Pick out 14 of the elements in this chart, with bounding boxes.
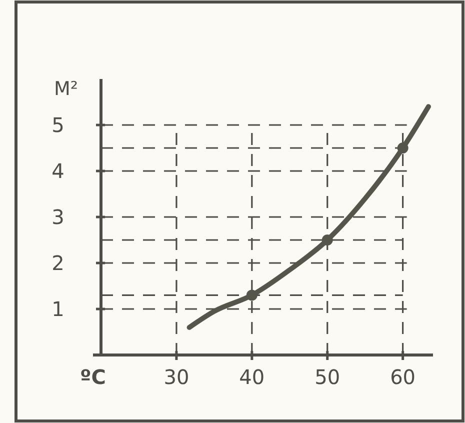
- y-tick-label: 1: [52, 297, 64, 321]
- y-tick-label: 5: [52, 113, 64, 137]
- x-tick-label: 60: [390, 365, 416, 389]
- x-tick-label: 40: [239, 365, 265, 389]
- point: [322, 234, 333, 246]
- x-axis-title: ºC: [80, 365, 106, 389]
- point: [397, 142, 408, 154]
- y-tick-label: 3: [52, 205, 64, 229]
- x-tick-label: 50: [314, 365, 340, 389]
- point: [246, 290, 258, 301]
- x-tick-label: 30: [164, 365, 190, 389]
- y-tick-label: 4: [52, 159, 64, 183]
- y-axis-title: M²: [54, 78, 78, 100]
- y-tick-label: 2: [52, 251, 64, 275]
